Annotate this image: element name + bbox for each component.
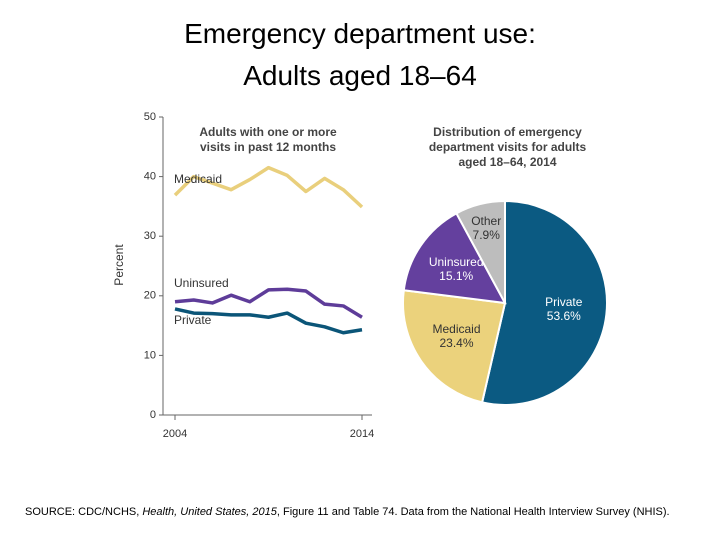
y-tick-label: 40	[144, 171, 156, 183]
source-text: , Figure 11 and Table 74. Data from the …	[276, 506, 670, 518]
source-text: Health, United States, 2015	[142, 506, 277, 518]
pie-slice	[455, 199, 506, 304]
y-tick-label: 50	[144, 111, 156, 123]
y-tick-label: 20	[144, 290, 156, 302]
y-tick-label: 30	[144, 230, 156, 242]
series-label: Uninsured	[174, 276, 229, 290]
slice-value-label: 23.4%	[439, 336, 473, 350]
pie-slice	[402, 289, 507, 404]
x-tick-label: 2014	[350, 428, 374, 440]
x-tick-label: 2004	[163, 428, 187, 440]
pie-chart-title: Distribution of emergency department vis…	[428, 125, 587, 169]
plot-area	[163, 117, 373, 415]
slice-value-label: 7.9%	[473, 228, 501, 242]
pie-slice	[480, 199, 608, 406]
slice-label: Private	[545, 295, 583, 309]
slice-value-label: 53.6%	[547, 309, 581, 323]
series-label: Medicaid	[174, 172, 222, 186]
slide-title: Emergency department use:	[184, 18, 536, 49]
line-chart-title: Adults with one or more visits in past 1…	[199, 125, 337, 154]
series-line	[174, 307, 363, 335]
slide-title: Adults aged 18–64	[243, 60, 477, 91]
series-line	[174, 287, 363, 319]
slice-label: Medicaid	[432, 322, 480, 336]
slice-value-label: 15.1%	[439, 269, 473, 283]
series-label: Private	[174, 313, 212, 327]
y-tick-label: 10	[144, 349, 156, 361]
pie-slice	[402, 211, 507, 305]
source-note: SOURCE: CDC/NCHS, Health, United States,…	[25, 505, 705, 519]
slice-label: Other	[471, 214, 501, 228]
source-text: SOURCE: CDC/NCHS,	[25, 506, 143, 518]
y-axis-label: Percent	[112, 244, 126, 286]
y-tick-label: 0	[150, 409, 156, 421]
slice-label: Uninsured	[429, 255, 484, 269]
series-line	[173, 165, 364, 209]
